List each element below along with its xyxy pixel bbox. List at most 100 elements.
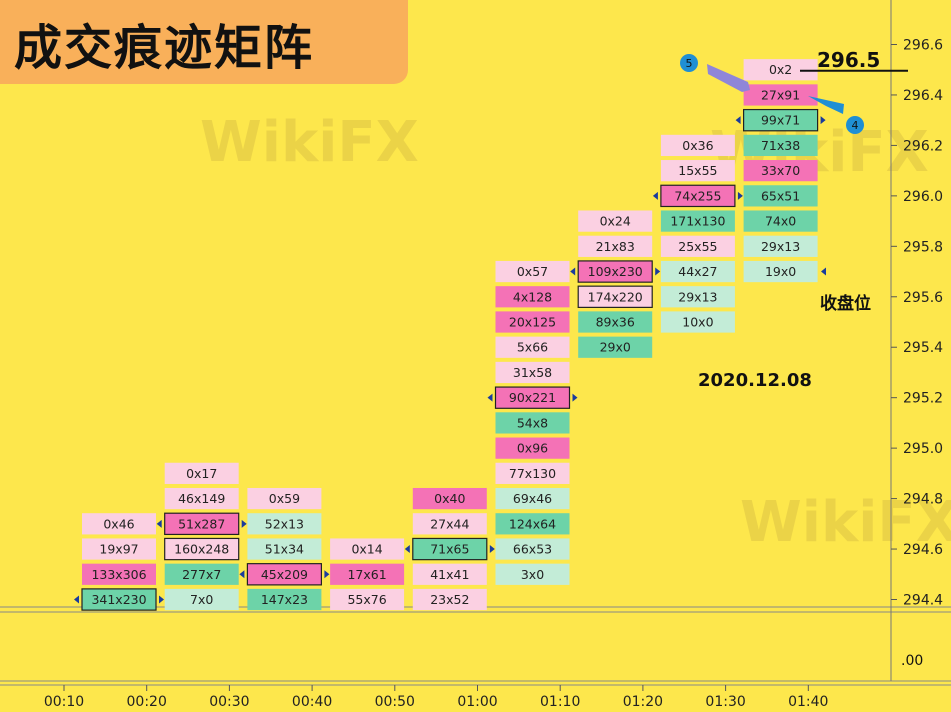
watermark-top: WikiFX [200, 110, 419, 175]
date-label: 2020.12.08 [698, 370, 812, 391]
footprint-cell [330, 563, 405, 585]
footprint-cell-label: 21x83 [596, 239, 635, 254]
footprint-cell [246, 563, 322, 586]
footprint-cell-label: 71x38 [761, 138, 800, 153]
footprint-cell-label: 124x64 [509, 516, 556, 531]
footprint-cell-label: 10x0 [682, 315, 713, 330]
watermark-bottom: WikiFX [740, 490, 951, 555]
footprint-cell [660, 286, 735, 308]
footprint-cell [247, 513, 322, 535]
footprint-cell [495, 336, 570, 358]
footprint-cell [495, 487, 570, 510]
footprint-cell [660, 160, 735, 182]
y-tick-label: 295.0 [903, 441, 943, 457]
marker-label-5: 5 [686, 57, 693, 70]
footprint-cell-label: 29x13 [761, 239, 800, 254]
footprint-cell [495, 538, 570, 560]
y-tick-label: 294.4 [903, 593, 943, 609]
footprint-cell-label: 69x46 [513, 491, 552, 506]
x-tick-label: 00:10 [44, 694, 84, 710]
x-tick-label: 01:20 [623, 694, 663, 710]
footprint-cell-label: 160x248 [174, 542, 229, 557]
y-tick-label: 295.8 [903, 239, 943, 255]
footprint-cell-label: 55x76 [347, 592, 386, 607]
x-tick-label: 01:30 [705, 694, 745, 710]
marker-circle-5 [680, 54, 698, 72]
arrow-4 [808, 96, 844, 114]
price-marker-label: 296.5 [817, 48, 881, 72]
footprint-cell-label: 133x306 [91, 567, 146, 582]
footprint-cell [578, 235, 653, 257]
footprint-cell-label: 0x59 [269, 491, 300, 506]
footprint-cell [743, 59, 818, 81]
poc-right-marker [572, 393, 578, 402]
footprint-cell [82, 513, 156, 535]
x-tick-label: 00:40 [292, 694, 332, 710]
footprint-cell [494, 386, 571, 409]
arrow-5 [707, 64, 750, 92]
title-banner: 成交痕迹矩阵 [0, 0, 408, 84]
poc-left-marker [74, 595, 79, 604]
footprint-cell-label: 5x66 [517, 340, 548, 355]
footprint-cell [660, 210, 735, 232]
footprint-cell [495, 260, 570, 283]
footprint-cell [330, 588, 405, 611]
close-marker [821, 267, 826, 276]
footprint-cell [412, 537, 488, 561]
poc-left-marker [735, 116, 741, 125]
footprint-cell [660, 134, 735, 157]
footprint-cell-label: 51x287 [178, 516, 225, 531]
close-label: 收盘位 [820, 294, 871, 314]
y-tick-label: 296.2 [903, 138, 943, 154]
footprint-cell [164, 487, 239, 510]
footprint-cell-label: 0x14 [351, 542, 382, 557]
footprint-cell [743, 160, 818, 182]
x-tick-label: 00:30 [209, 694, 249, 710]
footprint-cell [660, 260, 735, 283]
poc-left-marker [156, 519, 162, 528]
footprint-cell [247, 487, 322, 510]
footprint-cell-label: 29x0 [600, 340, 631, 355]
y-tick-label: 296.4 [903, 88, 943, 104]
footprint-cell [495, 563, 570, 585]
footprint-cell-label: 20x125 [509, 315, 556, 330]
footprint-cell [164, 563, 239, 585]
lower-axis-tick: .00 [901, 653, 924, 669]
footprint-cell [495, 437, 570, 459]
poc-left-marker [487, 393, 493, 402]
footprint-cell-label: 77x130 [509, 466, 556, 481]
footprint-cell [164, 537, 240, 561]
footprint-cell-label: 109x230 [588, 264, 643, 279]
y-tick-label: 295.6 [903, 290, 943, 306]
footprint-cell-label: 3x0 [521, 567, 544, 582]
footprint-cell [247, 538, 322, 560]
footprint-cell-label: 46x149 [178, 491, 225, 506]
footprint-cell-label: 0x36 [682, 138, 713, 153]
footprint-cell-label: 99x71 [761, 113, 800, 128]
x-tick-label: 01:10 [540, 694, 580, 710]
poc-right-marker [241, 519, 247, 528]
footprint-cell-label: 0x24 [600, 214, 631, 229]
footprint-cell [82, 563, 156, 585]
poc-left-marker [570, 267, 576, 276]
footprint-cell-label: 74x0 [765, 214, 796, 229]
poc-left-marker [404, 545, 410, 554]
footprint-cell-label: 0x57 [517, 264, 548, 279]
footprint-cell [660, 311, 735, 333]
footprint-cell [660, 235, 735, 257]
footprint-cell [578, 311, 653, 333]
footprint-cell-label: 7x0 [190, 592, 213, 607]
poc-left-marker [652, 191, 658, 200]
x-tick-label: 00:20 [127, 694, 167, 710]
poc-right-marker [159, 595, 164, 604]
footprint-cell-label: 89x36 [596, 315, 635, 330]
marker-circle-4 [846, 116, 864, 134]
footprint-cell-label: 147x23 [261, 592, 308, 607]
footprint-cell-label: 174x220 [588, 289, 643, 304]
x-tick-label: 01:00 [457, 694, 497, 710]
footprint-cell-label: 27x91 [761, 87, 800, 102]
footprint-cell [164, 588, 239, 611]
footprint-cell-label: 0x96 [517, 441, 548, 456]
footprint-cell-label: 17x61 [347, 567, 386, 582]
footprint-cell [495, 412, 570, 434]
